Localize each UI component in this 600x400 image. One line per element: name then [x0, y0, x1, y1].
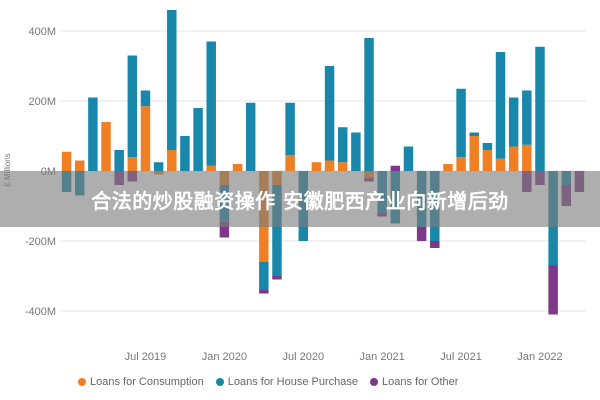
bar-segment [140, 106, 151, 171]
x-tick-label: Jan 2021 [360, 351, 405, 363]
bar-segment [232, 164, 243, 171]
bar-segment [508, 97, 519, 147]
bar-segment [469, 136, 479, 171]
bar-segment [140, 90, 151, 107]
bar-segment [259, 290, 269, 294]
bar-segment [390, 165, 401, 171]
bar-segment [127, 55, 138, 157]
y-tick-label: 400M [28, 26, 56, 38]
bar-segment [127, 157, 138, 171]
bar-segment [206, 41, 216, 166]
bar-segment [272, 276, 282, 280]
x-tick-label: Jul 2021 [440, 351, 482, 363]
bar-segment [180, 136, 190, 171]
bar-segment [114, 150, 124, 171]
bar-segment [456, 157, 466, 171]
bars [61, 10, 585, 315]
x-tick-label: Jul 2019 [125, 351, 167, 363]
bar-segment [351, 132, 361, 171]
bar-segment [430, 241, 440, 248]
bar-segment [364, 38, 374, 171]
bar-segment [337, 127, 348, 163]
bar-segment [403, 146, 414, 171]
legend-label: Loans for Consumption [90, 376, 204, 388]
y-tick-label: 200M [28, 96, 56, 108]
bar-segment [167, 10, 177, 150]
y-axis-label: £ Millions [3, 153, 12, 186]
bar-segment [535, 46, 545, 171]
bar-segment [285, 102, 295, 156]
y-axis-ticks: -400M-200M0M200M400M [25, 26, 56, 318]
legend-swatch [369, 378, 378, 386]
banner-overlay: 合法的炒股融资操作 安徽肥西产业向新增后劲 [0, 171, 600, 227]
bar-segment [482, 143, 493, 150]
bar-segment [74, 160, 85, 171]
bar-segment [443, 164, 453, 171]
y-tick-label: -400M [25, 306, 56, 318]
x-axis-ticks: Jul 2019 Jan 2020 Jul 2020 Jan 2021 Jul 2021… [125, 351, 563, 363]
bar-segment [61, 151, 72, 171]
x-tick-label: Jul 2020 [282, 351, 324, 363]
bar-segment [337, 162, 348, 171]
legend-item-house-purchase: Loans for House Purchase [215, 376, 358, 388]
bar-segment [88, 97, 98, 171]
bar-segment [259, 262, 269, 290]
bar-segment [522, 144, 532, 171]
bar-segment [219, 221, 230, 238]
bar-segment [508, 146, 519, 171]
bar-segment [272, 185, 282, 276]
bar-segment [311, 162, 322, 171]
bar-segment [522, 90, 532, 145]
bar-segment [285, 155, 295, 171]
bar-segment [495, 158, 506, 171]
legend-item-other: Loans for Other [369, 376, 459, 388]
bar-segment [495, 52, 506, 159]
bar-segment [324, 160, 335, 171]
bar-segment [193, 108, 203, 171]
legend-swatch [215, 378, 224, 386]
bar-segment [245, 102, 256, 171]
bar-segment [167, 150, 177, 171]
x-tick-label: Jan 2020 [202, 351, 247, 363]
legend-label: Loans for House Purchase [227, 376, 358, 388]
legend-swatch [78, 378, 86, 386]
x-tick-label: Jan 2022 [517, 351, 562, 363]
legend-label: Loans for Other [381, 376, 459, 388]
bar-segment [482, 150, 493, 171]
legend: Loans for Consumption Loans for House Pu… [78, 374, 458, 390]
banner-text: 合法的炒股融资操作 安徽肥西产业向新增后劲 [91, 188, 509, 213]
bar-segment [324, 66, 335, 161]
bar-segment [456, 88, 466, 157]
bar-segment [548, 265, 558, 315]
y-tick-label: -200M [25, 236, 56, 248]
bar-segment [153, 162, 164, 171]
bar-segment [416, 227, 427, 241]
bar-segment [469, 132, 479, 136]
bar-segment [101, 122, 111, 171]
legend-item-consumption: Loans for Consumption [78, 376, 204, 388]
bar-segment [206, 165, 216, 171]
